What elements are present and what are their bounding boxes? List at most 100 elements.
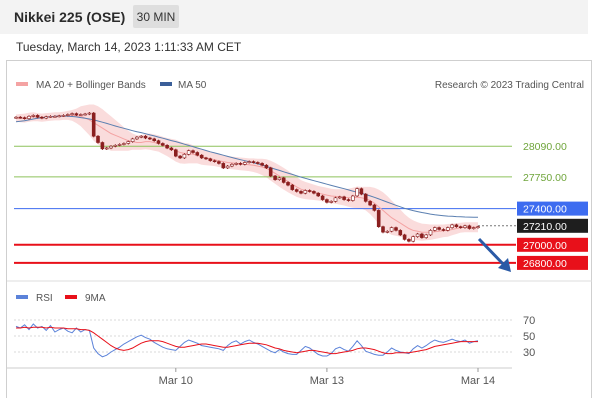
candle-body [277,177,282,180]
candle-body [350,195,355,201]
candle-body [182,154,187,159]
ma20-legend-swatch [16,82,28,86]
x-tick-label-0: Mar 10 [159,375,193,387]
level-label-1: 27750.00 [523,172,567,184]
candle-body [22,117,27,119]
candle-body [463,225,467,228]
ma50-legend-swatch [160,82,172,86]
candle-body [18,116,23,119]
candle-body [394,227,398,231]
x-axis: Mar 10 Mar 13 Mar 14 [7,367,512,387]
candle-body [87,112,92,115]
candle-body [299,191,303,194]
candle-body [221,163,226,169]
candle-body [208,158,213,161]
candle-body [156,140,161,144]
rsi-tick-70: 70 [523,315,535,327]
key-levels [14,145,516,264]
candle-body [411,236,416,242]
candle-body [286,182,290,186]
candle-body [415,233,420,238]
rsi-legend-swatch [16,295,28,299]
candle-body [117,144,122,146]
candle-body [195,152,200,156]
timeframe-button[interactable]: 30 MIN [133,5,179,28]
candle-body [255,162,260,164]
forecast-arrow [477,237,511,272]
candle-body [307,190,312,192]
level-label-box-3 [517,218,588,233]
level-label-4: 27000.00 [523,240,567,252]
candle-body [333,197,338,202]
candle-body [424,234,429,238]
candle-body [471,227,476,229]
x-tick-label-1: Mar 13 [310,375,344,387]
candle-body [165,145,169,149]
candle-body [35,115,40,118]
level-label-0: 28090.00 [523,141,567,153]
candle-body [316,192,321,197]
candle-body [376,210,381,227]
candle-body [346,199,351,201]
candle-body [100,142,105,150]
candle-body [169,147,174,151]
candle-body [217,161,221,164]
copyright-text: Research © 2023 Trading Central [435,80,584,91]
candle-body [204,157,208,160]
candle-body [381,226,385,233]
level-label-5: 26800.00 [523,258,567,270]
rsi-legend: RSI 9MA [16,293,106,304]
candle-body [234,163,238,165]
level-label-3: 27210.00 [523,221,567,233]
candle-body [355,188,359,197]
candle-body [337,196,342,199]
candle-body [66,114,70,116]
ma50-legend-label: MA 50 [178,80,207,91]
candle-body [441,229,446,231]
candle-body [454,224,459,227]
rsi-ma-legend-label: 9MA [85,293,106,304]
timestamp: Tuesday, March 14, 2023 1:11:33 AM CET [16,40,242,54]
candle-body [320,195,325,200]
candle-body [389,227,394,232]
candle-body [83,113,87,116]
candle-body [238,163,243,165]
candle-body [363,193,368,202]
candle-body [342,196,346,200]
rsi-legend-label: RSI [36,293,53,304]
rsi-line [15,323,479,358]
ma20-line [16,114,478,233]
candle-body [139,135,143,138]
candle-body [230,164,234,167]
candle-body [199,154,204,159]
level-label-box-4 [517,237,588,252]
rsi-ma-legend-swatch [65,295,77,299]
candle-body [74,113,79,116]
candle-body [325,199,329,203]
level-label-box-5 [517,255,588,270]
candle-body [251,161,256,163]
bollinger-bands [16,104,478,241]
candle-body [260,163,264,166]
forecast-arrow-line [477,237,507,268]
candle-body [191,150,195,153]
chart-header: Nikkei 225 (OSE) 30 MIN [0,0,588,34]
candle-body [359,188,364,195]
candle-body [372,204,377,211]
candle-body [91,112,96,137]
candle-body [243,162,247,165]
candle-body [268,167,273,177]
candle-body [398,230,403,236]
candle-body [57,115,62,118]
candle-body [212,160,217,162]
rsi-tick-30: 30 [523,347,535,359]
candle-body [44,116,49,119]
rsi-ma-line [16,326,478,355]
candle-body [368,201,372,206]
candle-body [53,116,57,118]
candle-body [264,164,269,169]
candle-body [130,138,135,142]
candle-body [420,233,424,238]
candle-body [445,227,450,231]
candle-body [31,115,36,117]
